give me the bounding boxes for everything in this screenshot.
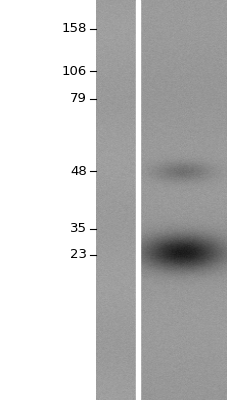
Text: 23: 23 [69,248,86,261]
Text: 158: 158 [61,22,86,35]
Text: 79: 79 [69,92,86,105]
Text: 35: 35 [69,222,86,235]
Bar [135,0,139,400]
Text: 48: 48 [70,165,86,178]
Text: 106: 106 [61,65,86,78]
